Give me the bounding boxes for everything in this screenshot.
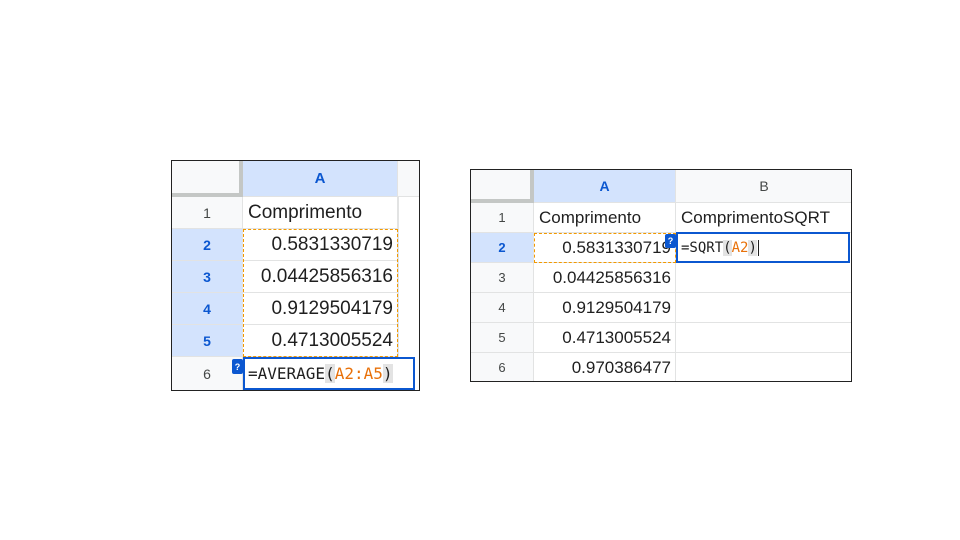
select-all-corner[interactable]	[471, 170, 534, 203]
cell-a6[interactable]: 0.970386477	[534, 353, 676, 381]
formula-range-ref: A2:A5	[334, 364, 383, 383]
cell-a1[interactable]: Comprimento	[243, 197, 398, 229]
row-header-3[interactable]: 3	[471, 263, 534, 293]
row-header-2[interactable]: 2	[471, 233, 534, 263]
cell-a4[interactable]: 0.9129504179	[243, 293, 398, 325]
cell-a2[interactable]: 0.5831330719	[243, 229, 398, 261]
cell-a3[interactable]: 0.04425856316	[243, 261, 398, 293]
cell-b6[interactable]	[676, 353, 851, 381]
row-header-5[interactable]: 5	[172, 325, 243, 357]
formula-cell-ref: A2	[731, 239, 749, 256]
column-header-a[interactable]: A	[243, 161, 398, 197]
cell-a2[interactable]: 0.5831330719	[534, 233, 676, 263]
column-b-stub	[398, 197, 419, 390]
cell-a5[interactable]: 0.4713005524	[243, 325, 398, 357]
row-header-1[interactable]: 1	[172, 197, 243, 229]
formula-open-paren: (	[723, 239, 732, 256]
column-header-b-stub[interactable]	[398, 161, 419, 197]
cell-a3[interactable]: 0.04425856316	[534, 263, 676, 293]
formula-function: =SQRT	[681, 239, 724, 256]
cell-b5[interactable]	[676, 323, 851, 353]
cell-a1[interactable]: Comprimento	[534, 203, 676, 233]
row-header-3[interactable]: 3	[172, 261, 243, 293]
row-header-6[interactable]: 6	[471, 353, 534, 381]
cell-b1[interactable]: ComprimentoSQRT	[676, 203, 851, 233]
formula-editor-a6[interactable]: =AVERAGE(A2:A5)	[243, 357, 415, 390]
cell-a4[interactable]: 0.9129504179	[534, 293, 676, 323]
formula-function: =AVERAGE	[248, 364, 326, 383]
column-header-b[interactable]: B	[676, 170, 851, 203]
row-header-6[interactable]: 6	[172, 357, 243, 390]
cell-b4[interactable]	[676, 293, 851, 323]
select-all-corner[interactable]	[172, 161, 243, 197]
help-icon[interactable]: ?	[232, 359, 243, 374]
column-header-a[interactable]: A	[534, 170, 676, 203]
row-header-2[interactable]: 2	[172, 229, 243, 261]
cell-b3[interactable]	[676, 263, 851, 293]
help-icon[interactable]: ?	[665, 234, 676, 248]
row-header-1[interactable]: 1	[471, 203, 534, 233]
formula-close-paren: )	[382, 364, 393, 383]
cell-a5[interactable]: 0.4713005524	[534, 323, 676, 353]
row-header-4[interactable]: 4	[471, 293, 534, 323]
formula-open-paren: (	[325, 364, 335, 383]
formula-close-paren: )	[748, 239, 757, 256]
row-header-4[interactable]: 4	[172, 293, 243, 325]
right-spreadsheet: A B 1 2 3 4 5 6 Comprimento 0.5831330719…	[470, 169, 852, 382]
text-cursor	[757, 239, 759, 256]
formula-editor-b2[interactable]: =SQRT(A2)	[676, 232, 850, 263]
row-header-5[interactable]: 5	[471, 323, 534, 353]
left-spreadsheet: A 1 2 3 4 5 6 Comprimento 0.5831330719 0…	[171, 160, 420, 391]
